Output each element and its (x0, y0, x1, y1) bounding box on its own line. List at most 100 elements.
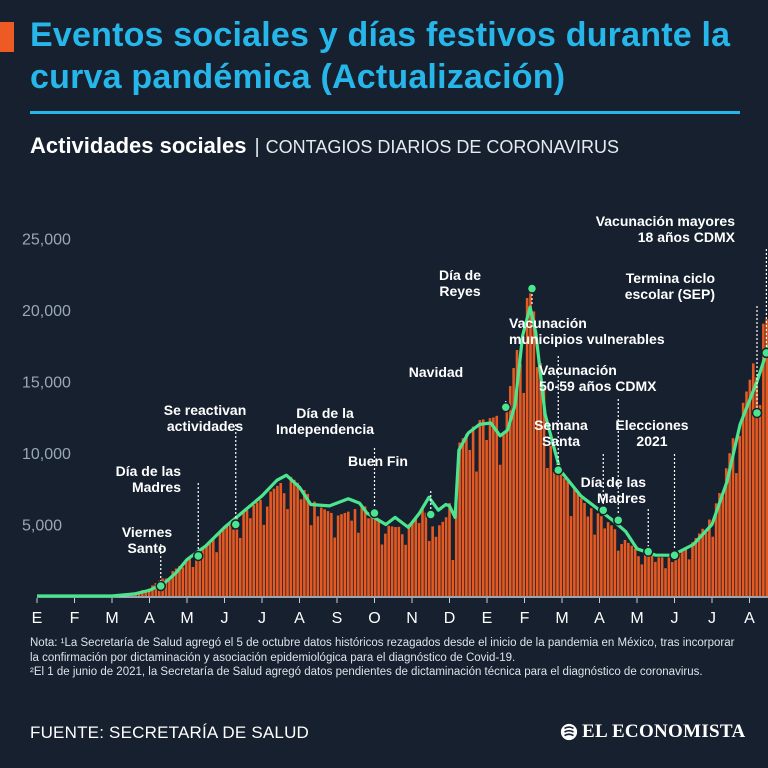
bar (434, 536, 438, 596)
bar (586, 516, 590, 596)
source-label: FUENTE: SECRETARÍA DE SALUD (30, 723, 310, 742)
bar (677, 553, 681, 596)
bar (387, 525, 391, 596)
bar (255, 502, 259, 596)
bar (265, 506, 269, 596)
bar (218, 531, 222, 596)
bar (650, 555, 654, 596)
accent-bar (0, 22, 14, 52)
annotation-label: Día de Reyes (439, 267, 481, 299)
bar (276, 485, 279, 596)
annotation-dot (643, 546, 654, 557)
annotation-label: Día de la Independencia (276, 405, 374, 437)
annotation-dot (193, 550, 204, 562)
bar (272, 488, 276, 596)
bar (188, 558, 191, 596)
bar (691, 542, 694, 596)
bar (529, 286, 532, 596)
y-tick-label: 10,000 (22, 446, 71, 463)
bar (724, 468, 728, 596)
bar (316, 516, 320, 596)
bar (616, 550, 620, 596)
bar (647, 554, 650, 596)
bar (735, 473, 738, 596)
annotation-label: Día de las Madres (116, 463, 182, 495)
bar (502, 433, 505, 596)
annotation-label: Vacunación municipios vulnerables (509, 315, 665, 347)
annotation-dot (669, 549, 680, 561)
bar (721, 496, 725, 596)
annotation-label: Elecciones 2021 (615, 417, 688, 449)
bar (657, 557, 661, 596)
bar (515, 350, 519, 596)
bar (664, 568, 667, 596)
bar (313, 501, 316, 596)
y-tick-label: 15,000 (22, 375, 71, 392)
bar (184, 560, 188, 596)
month-label: J (258, 610, 266, 627)
bar (552, 471, 556, 596)
bar (292, 479, 296, 596)
footnote-line-2: ²El 1 de junio de 2021, la Secretaría de… (30, 666, 703, 678)
bar (330, 512, 333, 596)
bar (630, 545, 634, 596)
bar (694, 538, 698, 596)
bar (377, 520, 380, 596)
bar (532, 311, 536, 596)
bar (171, 571, 175, 596)
bar (357, 532, 360, 596)
annotation-label: Vacunación 50-59 años CDMX (539, 362, 657, 394)
month-label: M (105, 610, 118, 627)
annotation-dot (500, 401, 511, 413)
month-label: E (482, 610, 493, 627)
month-label: D (444, 610, 456, 627)
bar (323, 509, 326, 596)
annotation-dot (425, 509, 436, 520)
el-economista-logo-icon (560, 723, 578, 741)
y-tick-label: 5,000 (22, 518, 62, 535)
bar (390, 526, 394, 596)
bar (245, 510, 249, 596)
bar (259, 499, 262, 596)
bar (407, 523, 411, 596)
bar (296, 482, 299, 596)
bar (508, 386, 512, 596)
bar (309, 525, 313, 596)
bar (181, 567, 185, 596)
bar (573, 488, 576, 596)
bar (542, 390, 546, 596)
bar (519, 363, 522, 596)
month-label: S (332, 610, 343, 627)
bar (505, 404, 509, 596)
bar (620, 544, 623, 596)
bar (471, 426, 475, 596)
bar (174, 568, 178, 596)
bar (147, 588, 151, 596)
bar (279, 483, 283, 596)
bar (539, 363, 542, 596)
bar (438, 525, 441, 596)
bar (336, 515, 340, 596)
bar (674, 556, 677, 596)
annotation-dot (230, 519, 241, 530)
bar (333, 537, 337, 596)
bar (363, 506, 367, 596)
bar (427, 540, 431, 596)
bar (269, 491, 272, 596)
bar (417, 523, 421, 596)
bar (606, 522, 610, 596)
bar (535, 367, 539, 596)
month-label: M (180, 610, 193, 627)
bar (448, 503, 451, 596)
annotation-label: Navidad (409, 364, 463, 380)
footnote: Nota: ¹La Secretaría de Salud agregó el … (30, 636, 742, 680)
y-tick-label: 25,000 (22, 232, 71, 249)
annotation-dot (761, 347, 768, 359)
bar (350, 520, 353, 596)
bar (765, 319, 768, 596)
bar (454, 497, 458, 596)
annotation-label: Buen Fin (348, 453, 408, 469)
bar (451, 559, 455, 596)
y-tick-label: 20,000 (22, 303, 71, 320)
bar (353, 509, 357, 596)
